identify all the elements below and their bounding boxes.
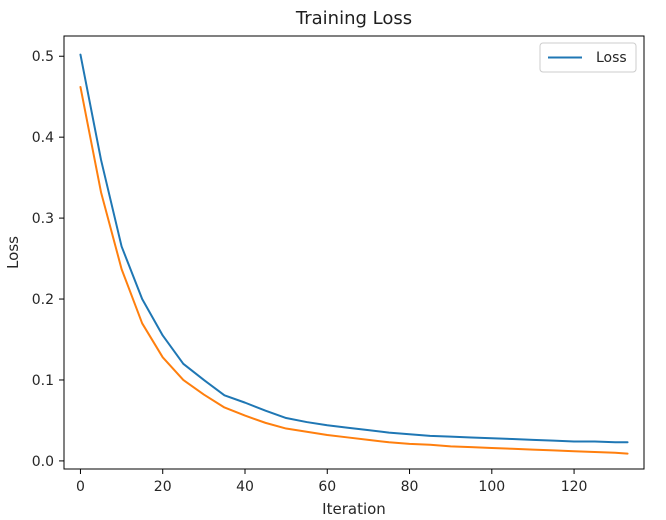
series-layer	[79, 53, 629, 455]
x-tick-label: 120	[561, 479, 588, 495]
y-axis: 0.0 0.1 0.2 0.3 0.4 0.5	[32, 49, 64, 470]
x-tick-label: 60	[318, 479, 336, 495]
y-tick-label: 0.1	[32, 373, 54, 389]
x-axis-label: Iteration	[322, 500, 386, 518]
orange-series-line	[79, 85, 629, 455]
x-tick-label: 80	[401, 479, 419, 495]
plot-area	[63, 35, 645, 470]
y-tick-label: 0.3	[32, 211, 54, 227]
y-tick-label: 0.5	[32, 49, 54, 65]
loss-series-line	[79, 53, 629, 444]
legend-box	[539, 42, 637, 73]
chart-title: Training Loss	[295, 8, 412, 29]
y-tick-label: 0.4	[32, 130, 54, 146]
x-tick-label: 40	[236, 479, 254, 495]
x-tick-label: 20	[154, 479, 172, 495]
plot-frame	[63, 35, 645, 470]
legend-label-loss: Loss	[596, 50, 627, 66]
x-axis: 0 20 40 60 80 100 120	[76, 469, 587, 495]
y-axis-label: Loss	[4, 236, 22, 269]
legend: Loss	[539, 42, 637, 73]
y-tick-label: 0.0	[32, 454, 54, 470]
y-tick-label: 0.2	[32, 292, 54, 308]
x-tick-label: 100	[478, 479, 505, 495]
x-tick-label: 0	[76, 479, 85, 495]
